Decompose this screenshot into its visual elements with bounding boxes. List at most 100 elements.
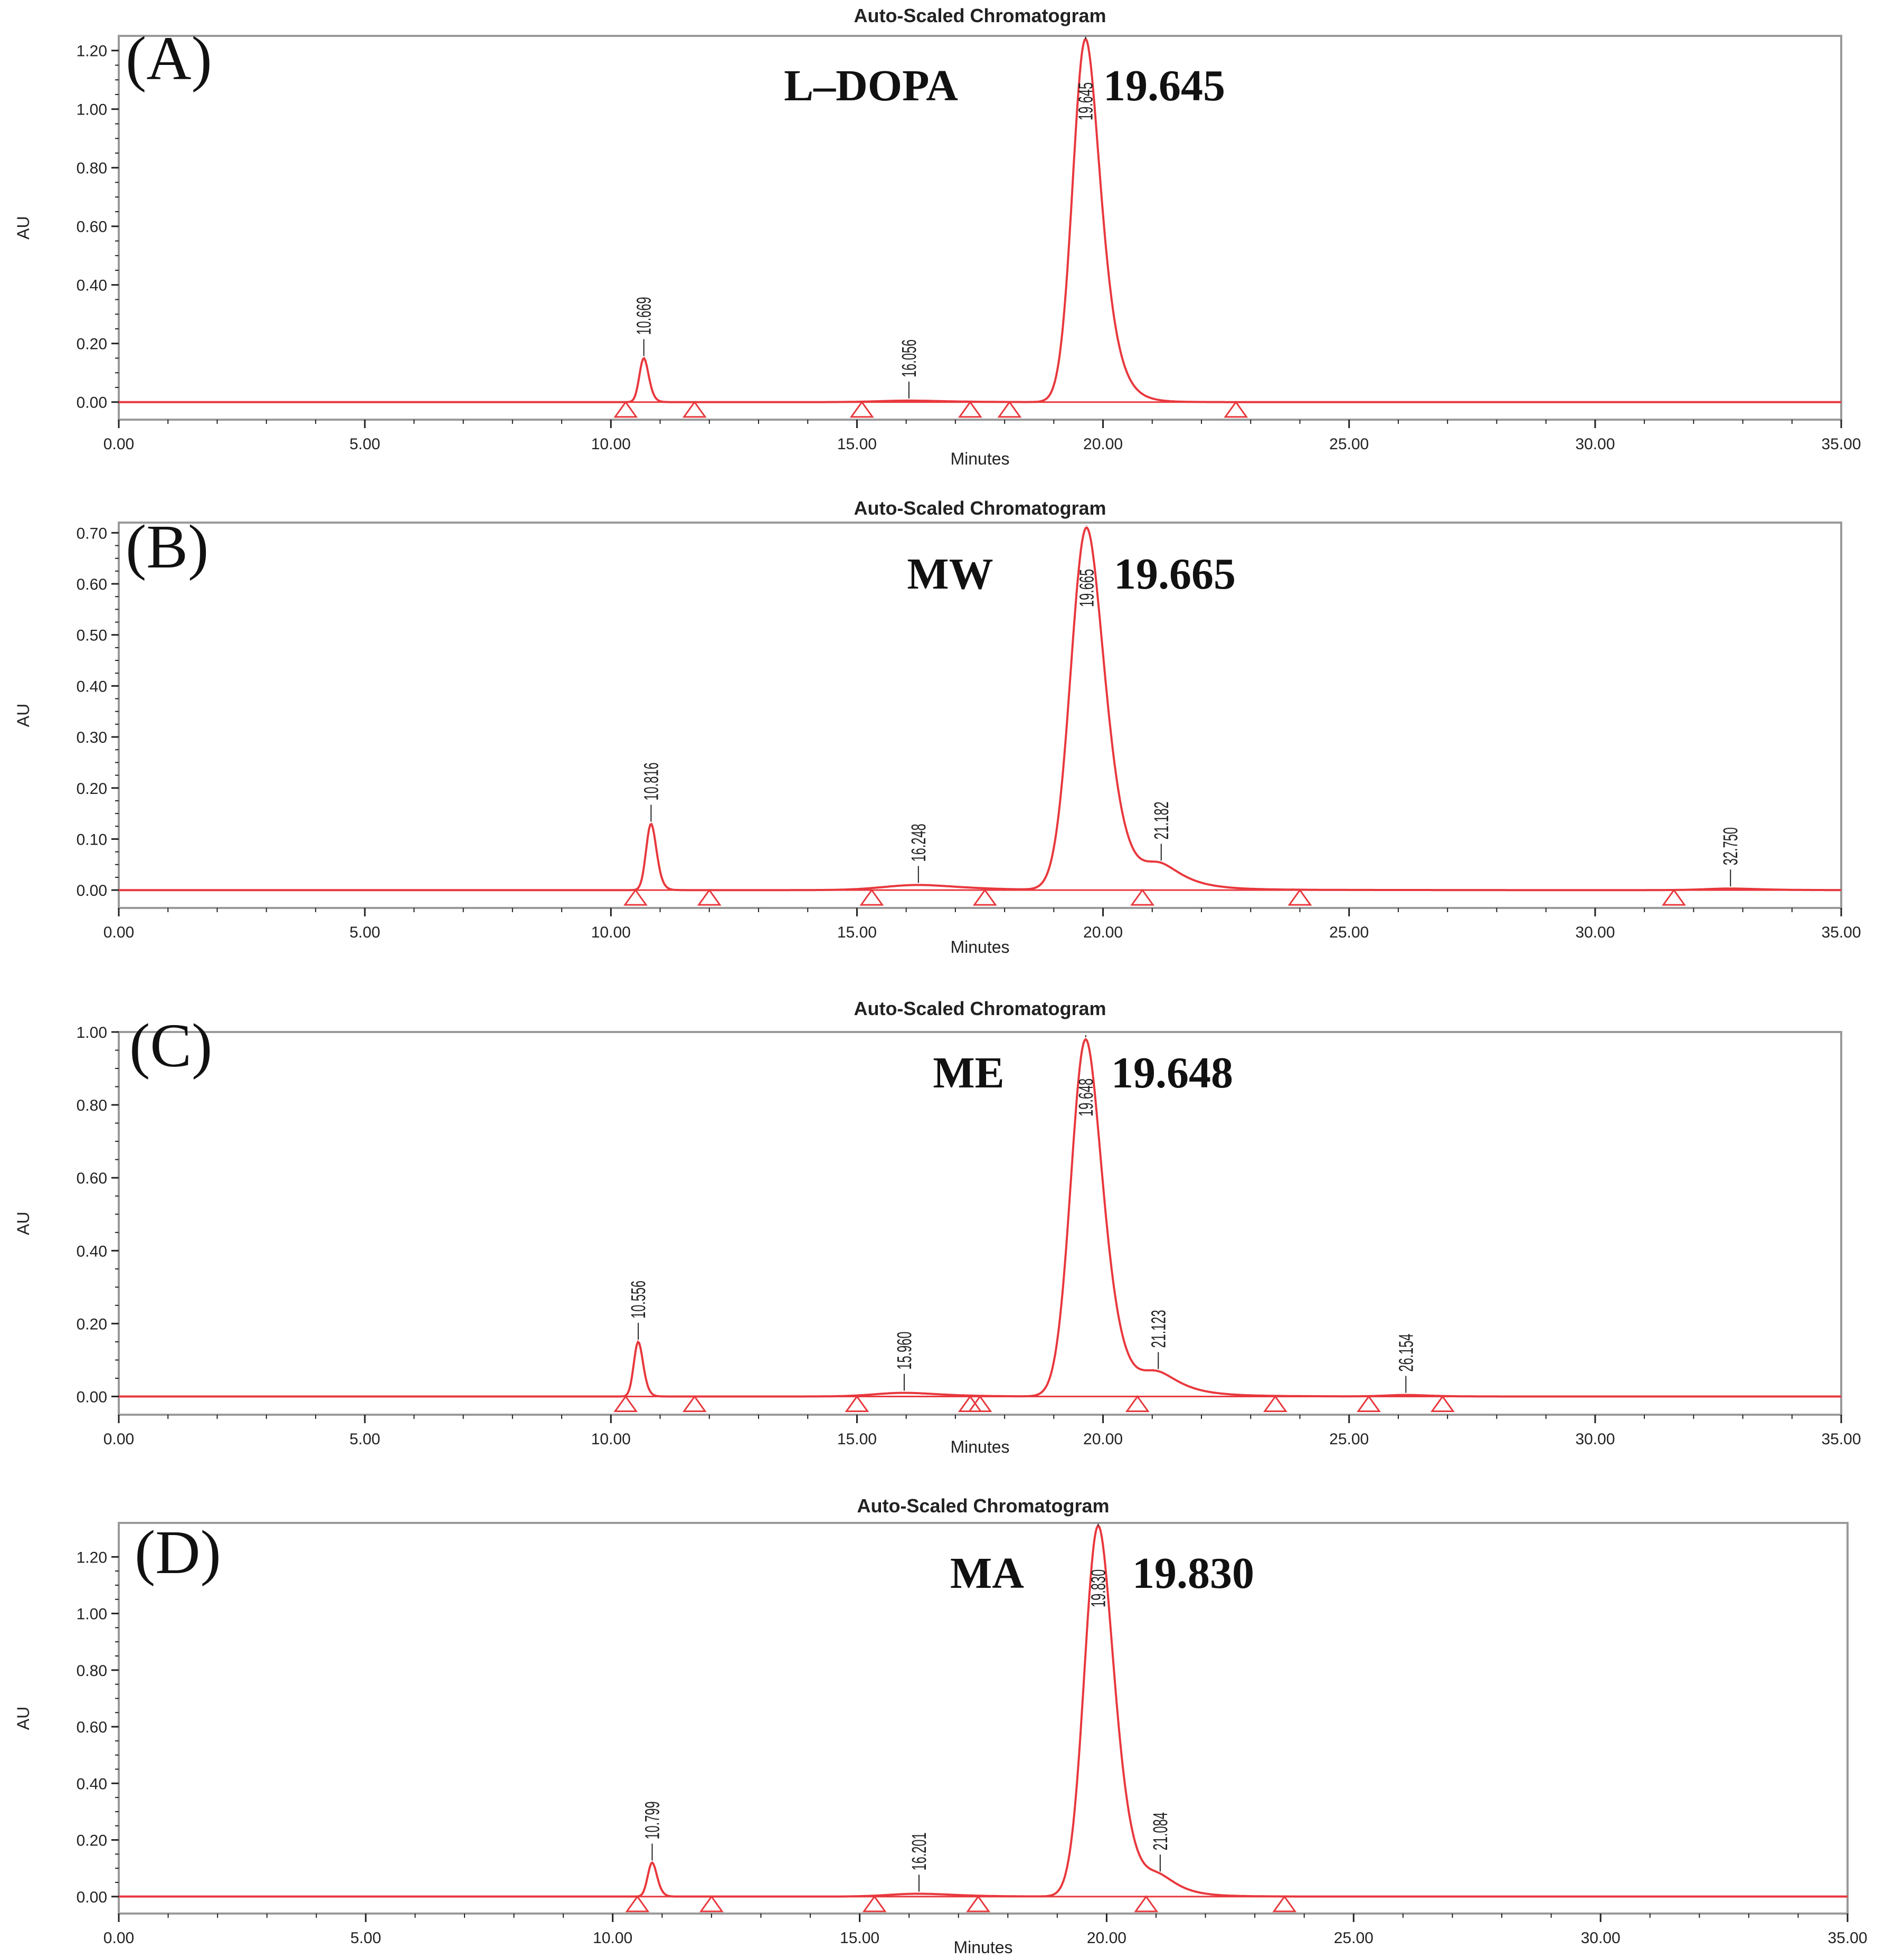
integration-marker (845, 1395, 869, 1412)
integration-marker (1130, 888, 1155, 906)
integration-marker (1357, 1395, 1381, 1412)
x-tick-label: 10.00 (591, 435, 631, 453)
x-tick-label: 35.00 (1821, 1431, 1861, 1448)
peak-retention-label: 10.556 (627, 1281, 649, 1319)
compound-name: ME (933, 1048, 1004, 1097)
x-tick-label: 20.00 (1087, 1929, 1126, 1947)
plot-frame (118, 35, 1842, 421)
y-axis-label: AU (14, 704, 33, 727)
y-tick-label: 0.00 (77, 882, 107, 899)
compound-name: MA (950, 1549, 1024, 1598)
peak-retention-label: 19.648 (1074, 1078, 1097, 1116)
integration-marker (1263, 1395, 1287, 1412)
x-tick-label: 0.00 (103, 924, 134, 941)
integration-marker (1662, 888, 1686, 906)
integration-marker (968, 1395, 992, 1412)
chromatogram-panel-d: Auto-Scaled Chromatogram 0.00 0.20 0.40 0.60… (14, 1495, 1868, 1957)
peak-retention-label: 15.960 (893, 1332, 915, 1370)
integration-marker (1224, 401, 1248, 418)
peak-retention-label: 16.056 (897, 339, 920, 377)
y-tick-label: 1.20 (77, 43, 107, 60)
x-tick-label: 10.00 (591, 924, 631, 941)
y-tick-label: 0.20 (77, 1315, 107, 1333)
x-tick-label: 0.00 (103, 1431, 134, 1448)
x-tick-label: 35.00 (1827, 1929, 1867, 1947)
x-tick-label: 5.00 (349, 924, 380, 941)
integration-marker (1287, 888, 1312, 906)
y-tick-label: 0.20 (77, 780, 107, 798)
peak-retention-label: 19.830 (1087, 1569, 1110, 1607)
x-axis-label: Minutes (950, 938, 1009, 957)
x-axis-label: Minutes (953, 1938, 1012, 1957)
peak-retention-label: 10.816 (640, 762, 662, 800)
chart-title: Auto-Scaled Chromatogram (857, 1495, 1109, 1517)
y-tick-label: 0.40 (77, 678, 107, 695)
chromatogram-panel-a: Auto-Scaled Chromatogram 0.00 0.20 0.40 0.60… (14, 5, 1861, 468)
x-tick-label: 20.00 (1083, 435, 1123, 453)
y-tick-label: 0.80 (77, 1097, 107, 1114)
peak-retention-label: 26.154 (1394, 1334, 1417, 1372)
plot-frame (118, 522, 1842, 909)
x-tick-label: 25.00 (1329, 924, 1369, 941)
x-tick-label: 5.00 (351, 1929, 381, 1947)
peak-retention-label: 19.665 (1075, 569, 1097, 607)
peak-retention-label: 21.123 (1147, 1310, 1169, 1348)
x-tick-label: 15.00 (837, 924, 877, 941)
integration-marker (958, 401, 982, 418)
y-tick-label: 0.30 (77, 729, 107, 746)
chart-title: Auto-Scaled Chromatogram (854, 998, 1106, 1019)
peak-retention-label: 21.182 (1150, 801, 1172, 839)
y-tick-label: 0.20 (77, 1832, 107, 1850)
y-tick-label: 0.60 (77, 576, 107, 593)
x-tick-label: 15.00 (837, 435, 877, 453)
x-tick-label: 10.00 (593, 1929, 632, 1947)
integration-marker (699, 1895, 724, 1912)
integration-marker (625, 1895, 650, 1912)
plot-frame (118, 1522, 1849, 1915)
x-tick-label: 30.00 (1575, 924, 1615, 941)
y-tick-label: 0.10 (77, 831, 107, 848)
x-tick-label: 0.00 (103, 435, 134, 453)
x-axis-label: Minutes (950, 449, 1009, 468)
y-tick-label: 0.60 (77, 1719, 107, 1736)
peak-retention-label: 21.084 (1149, 1812, 1171, 1850)
chromatogram-trace (119, 526, 1841, 892)
compound-name: L–DOPA (784, 61, 958, 110)
retention-time-annotation: 19.665 (1114, 550, 1236, 599)
y-tick-label: 0.80 (77, 1662, 107, 1680)
integration-marker (859, 888, 884, 906)
y-axis-label: AU (14, 1211, 33, 1235)
integration-marker (613, 1395, 638, 1412)
plot-frame (118, 1031, 1842, 1416)
peak-retention-label: 16.201 (907, 1832, 930, 1870)
peak-retention-label: 10.799 (641, 1801, 664, 1839)
x-tick-label: 35.00 (1821, 924, 1861, 941)
integration-marker (697, 888, 722, 906)
y-axis-label: AU (14, 216, 33, 239)
integration-marker (623, 888, 648, 906)
x-tick-label: 15.00 (840, 1929, 879, 1947)
y-tick-label: 1.00 (77, 101, 107, 119)
integration-marker (972, 888, 997, 906)
retention-time-annotation: 19.648 (1111, 1048, 1233, 1097)
chromatogram-trace (119, 1524, 1848, 1898)
integration-marker (997, 401, 1022, 418)
y-tick-label: 0.60 (77, 1170, 107, 1187)
x-tick-label: 25.00 (1329, 435, 1369, 453)
x-tick-label: 10.00 (591, 1431, 631, 1448)
peak-retention-label: 32.750 (1719, 827, 1741, 865)
x-tick-label: 5.00 (349, 1431, 380, 1448)
panel-label: (B) (126, 512, 209, 581)
y-tick-label: 0.60 (77, 219, 107, 236)
y-tick-label: 1.00 (77, 1606, 107, 1623)
x-tick-label: 5.00 (349, 435, 380, 453)
x-tick-label: 35.00 (1821, 435, 1861, 453)
y-tick-label: 0.40 (77, 277, 107, 295)
x-tick-label: 30.00 (1581, 1929, 1621, 1947)
peak-retention-label: 19.645 (1074, 82, 1097, 120)
y-tick-label: 0.50 (77, 627, 107, 645)
integration-marker (849, 401, 874, 418)
chromatogram-panel-b: Auto-Scaled Chromatogram 0.00 0.10 0.20 0.30… (14, 497, 1861, 957)
compound-name: MW (907, 550, 993, 599)
integration-marker (682, 401, 707, 418)
